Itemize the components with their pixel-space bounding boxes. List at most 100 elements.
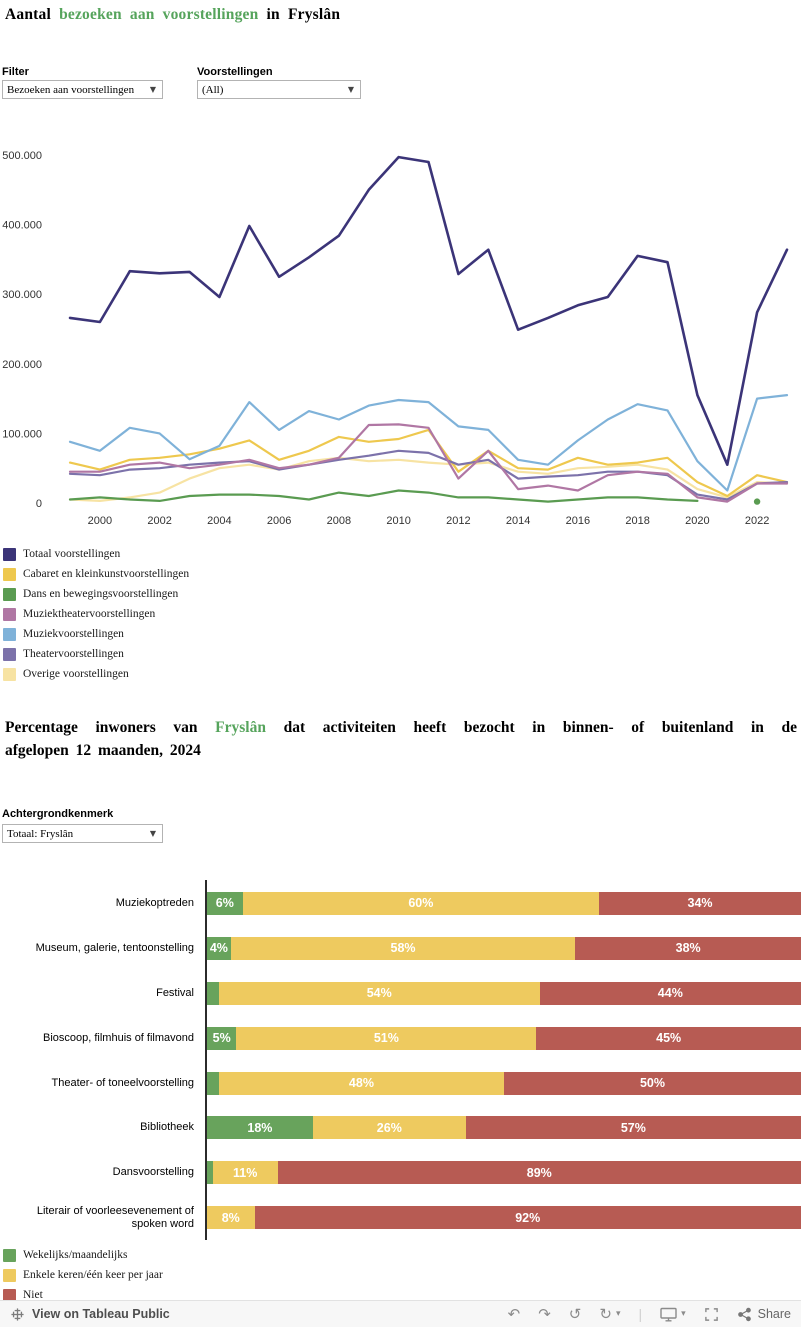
bar-segment-niet[interactable]: 38% [575, 936, 801, 960]
legend-label: Wekelijks/maandelijks [23, 1249, 128, 1261]
x-axis-tick-label: 2000 [88, 515, 112, 527]
series-line-overige[interactable] [68, 456, 789, 502]
bar-segment-enkele[interactable]: 60% [242, 891, 600, 915]
legend-item-cabaret[interactable]: Cabaret en kleinkunstvoorstellingen [3, 564, 189, 584]
bar-segment-wekelijks[interactable]: 5% [207, 1026, 237, 1050]
legend-item-niet[interactable]: Niet [3, 1285, 163, 1305]
bar-segment-wekelijks[interactable] [207, 981, 219, 1005]
legend-item-dans[interactable]: Dans en bewegingsvoorstellingen [3, 584, 189, 604]
bar-category-label: Festival [156, 986, 194, 999]
series-line-muziek[interactable] [68, 394, 789, 492]
toolbar-separator: | [638, 1306, 643, 1322]
bar-segment-niet[interactable]: 45% [536, 1026, 801, 1050]
bar-segment-niet[interactable]: 92% [254, 1206, 801, 1230]
series-line-totaal[interactable] [68, 155, 789, 467]
bar-track: 4% 58% 38% [207, 936, 801, 960]
legend-swatch [3, 667, 16, 681]
legend-item-totaal[interactable]: Totaal voorstellingen [3, 544, 189, 564]
bar-category-label: Literair of voorleesevenement of spoken … [36, 1204, 194, 1230]
series-line-muziektheater[interactable] [68, 423, 789, 503]
title-line: afgelopen 12 maanden, 2024 [5, 742, 201, 759]
x-axis-tick-label: 2010 [386, 515, 410, 527]
bar-segment-niet[interactable]: 57% [465, 1116, 801, 1140]
footer-toolbar: View on Tableau Public ↶ ↷ ↺ ↻ ▾ | ▾ [0, 1300, 801, 1327]
series-point-dans[interactable] [753, 498, 761, 505]
legend-label: Cabaret en kleinkunstvoorstellingen [23, 568, 190, 580]
undo-icon[interactable]: ↶ [507, 1304, 521, 1323]
filter-dropdown-voorstellingen[interactable]: (All) ▼ [197, 80, 361, 99]
title-text: in Fryslân [258, 6, 341, 23]
legend-item-theater[interactable]: Theatervoorstellingen [3, 644, 189, 664]
bar-segment-niet[interactable]: 89% [277, 1161, 801, 1185]
legend-item-enkele[interactable]: Enkele keren/één keer per jaar [3, 1265, 163, 1285]
bar-track: 5% 51% 45% [207, 1026, 801, 1050]
bar-row: Muziekoptreden 6% 60% 34% [0, 881, 801, 926]
bar-category-label: Bioscoop, filmhuis of filmavond [42, 1031, 194, 1044]
filter-dropdown-bezoeken[interactable]: Bezoeken aan voorstellingen ▼ [2, 80, 163, 99]
legend-item-muziektheater[interactable]: Muziektheatervoorstellingen [3, 604, 189, 624]
chart1-title: Aantal bezoeken aan voorstellingen in Fr… [5, 6, 340, 24]
legend-item-wekelijks[interactable]: Wekelijks/maandelijks [3, 1245, 163, 1265]
refresh-menu[interactable]: ↻ ▾ [599, 1304, 621, 1323]
bar-category-label: Museum, galerie, tentoonstelling [35, 941, 194, 954]
refresh-icon: ↻ [599, 1304, 612, 1323]
dropdown-value: Totaal: Fryslân [7, 827, 74, 840]
bar-segment-enkele[interactable]: 11% [212, 1161, 278, 1185]
chevron-down-icon: ▼ [149, 85, 156, 94]
share-icon [737, 1307, 751, 1321]
bar-segment-enkele[interactable]: 26% [312, 1116, 466, 1140]
legend-label: Overige voorstellingen [23, 668, 129, 680]
legend-label: Muziektheatervoorstellingen [23, 608, 156, 620]
bar-segment-enkele[interactable]: 58% [230, 936, 576, 960]
bar-row: Dansvoorstelling 11% 89% [0, 1150, 801, 1195]
bar-row: Theater- of toneelvoorstelling 48% 50% [0, 1061, 801, 1106]
legend-item-muziek[interactable]: Muziekvoorstellingen [3, 624, 189, 644]
bar-segment-wekelijks[interactable]: 6% [207, 891, 243, 915]
chart2-title: Percentage inwoners van Fryslân dat acti… [5, 716, 797, 762]
bar-segment-wekelijks[interactable]: 18% [207, 1116, 313, 1140]
share-button[interactable]: Share [737, 1307, 791, 1322]
x-axis-tick-label: 2020 [685, 515, 709, 527]
bar-segment-enkele[interactable]: 48% [218, 1071, 504, 1095]
bar-segment-niet[interactable]: 50% [504, 1071, 801, 1095]
x-axis-tick-label: 2022 [745, 515, 769, 527]
fullscreen-icon[interactable] [704, 1307, 719, 1322]
filter-dropdown-achtergrondkenmerk[interactable]: Totaal: Fryslân ▼ [2, 824, 163, 843]
line-chart-legend: Totaal voorstellingen Cabaret en kleinkun… [3, 544, 189, 684]
bar-category-label: Dansvoorstelling [112, 1166, 194, 1179]
bar-segment-enkele[interactable]: 51% [236, 1026, 537, 1050]
bar-track: 18% 26% 57% [207, 1116, 801, 1140]
bar-track: 8% 92% [207, 1206, 801, 1230]
view-on-tableau-public-link[interactable]: View on Tableau Public [10, 1307, 170, 1322]
chevron-down-icon: ▾ [615, 1309, 621, 1319]
bar-segment-enkele[interactable]: 8% [207, 1206, 255, 1230]
revert-icon[interactable]: ↺ [568, 1304, 582, 1323]
filter-label: Achtergrondkenmerk [2, 808, 114, 820]
bar-category-label: Muziekoptreden [115, 896, 194, 909]
chevron-down-icon: ▼ [149, 829, 156, 838]
bar-segment-enkele[interactable]: 54% [218, 981, 540, 1005]
legend-item-overige[interactable]: Overige voorstellingen [3, 664, 189, 684]
series-line-dans[interactable] [68, 489, 699, 503]
legend-swatch [3, 1248, 16, 1262]
legend-swatch [3, 567, 16, 581]
bar-segment-wekelijks[interactable] [207, 1071, 219, 1095]
filter-label: Filter [2, 66, 29, 78]
bar-chart: Muziekoptreden 6% 60% 34% Museum, galerie, t… [0, 876, 801, 1244]
legend-label: Theatervoorstellingen [23, 648, 124, 660]
bar-segment-wekelijks[interactable]: 4% [207, 936, 231, 960]
chevron-down-icon: ▼ [347, 85, 354, 94]
title-text: dat activiteiten heeft bezocht in binnen… [265, 719, 797, 736]
bar-segment-niet[interactable]: 34% [599, 891, 801, 915]
title-line: Percentage inwoners van Fryslân dat acti… [5, 716, 797, 739]
legend-swatch [3, 627, 16, 641]
bar-segment-niet[interactable]: 44% [539, 981, 801, 1005]
redo-icon[interactable]: ↷ [538, 1304, 551, 1323]
bar-segment-wekelijks[interactable] [207, 1161, 213, 1185]
legend-label: Niet [23, 1289, 43, 1301]
title-highlight: Fryslân [215, 719, 266, 736]
bar-row: Literair of voorleesevenement of spoken … [0, 1195, 801, 1240]
tableau-logo-icon [11, 1307, 24, 1321]
title-text: Aantal [5, 6, 60, 23]
device-layout-menu[interactable]: ▾ [660, 1307, 686, 1322]
